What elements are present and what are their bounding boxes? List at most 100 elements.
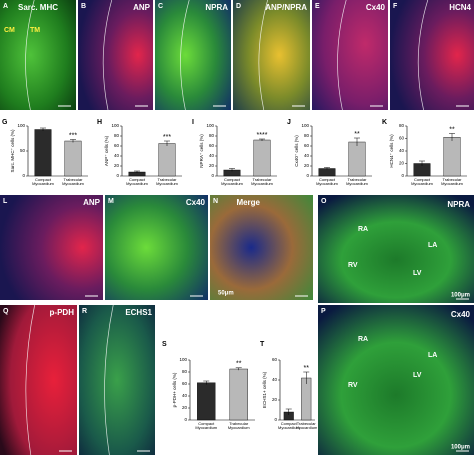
y-tick-label: 60	[182, 381, 188, 386]
error-bar	[40, 127, 46, 131]
y-tick-label: 20	[114, 163, 120, 168]
category-label-box: Trabecular Myocardium	[441, 178, 463, 187]
panel-letter: A	[3, 3, 8, 10]
y-tick-label: 100	[111, 123, 119, 128]
micrograph	[0, 305, 77, 455]
panel-label: p-PDH	[50, 308, 75, 317]
error-bar	[235, 367, 242, 371]
panel-label: RV	[348, 262, 358, 269]
y-tick-label: 100	[179, 357, 187, 362]
panel-letter: S	[162, 341, 167, 348]
category-label-box: Compact Myocardium	[126, 178, 148, 186]
panel-letter: Q	[3, 308, 9, 315]
micrograph	[105, 195, 208, 300]
significance: ***	[69, 132, 77, 139]
error-bar	[164, 140, 170, 146]
y-tick-label: 40	[304, 153, 310, 158]
significance: ****	[257, 132, 268, 139]
micrograph	[155, 0, 231, 110]
x-tick-label: Compact Myocardium	[316, 178, 338, 187]
micrograph	[210, 195, 313, 300]
significance: **	[449, 126, 455, 133]
panel-label: NPRA	[447, 200, 470, 209]
error-bar	[229, 168, 235, 172]
boundary-line	[102, 0, 113, 111]
error-bar	[203, 380, 210, 385]
panel-label: ANP	[83, 198, 101, 207]
y-tick-label: 20	[182, 405, 188, 410]
bar	[348, 141, 366, 177]
y-tick-label: 20	[209, 163, 215, 168]
bar	[253, 139, 271, 177]
category-label-box: Trabecular Myocardium	[296, 422, 318, 430]
panel-label: HCN4	[449, 3, 471, 12]
panel-letter: C	[158, 3, 163, 10]
bar	[197, 382, 216, 421]
y-tick-label: 40	[182, 393, 188, 398]
micrograph	[78, 0, 153, 110]
y-axis-label: ECHS1+ cells (%)	[262, 371, 267, 408]
panel-letter: E	[315, 3, 320, 10]
y-tick-label: 40	[114, 153, 120, 158]
y-tick-label: 0	[211, 173, 214, 178]
boundary-line	[25, 0, 35, 111]
category-label-box: Compact Myocardium	[221, 178, 243, 186]
panel-label: 100μm	[451, 293, 470, 299]
y-tick-label: 80	[304, 133, 310, 138]
bar	[318, 168, 336, 177]
boundary-line	[417, 0, 429, 111]
micrograph	[0, 0, 76, 110]
panel-letter: L	[3, 198, 8, 205]
y-tick-label: 20	[304, 163, 310, 168]
x-tick-label: Compact Myocardium	[278, 422, 300, 431]
category-label-box: Trabecular Myocardium	[227, 422, 250, 431]
panel-label: LV	[413, 372, 422, 379]
boundary-line	[180, 0, 190, 111]
boundary-line	[258, 0, 268, 111]
category-label-box: Compact Myocardium	[32, 178, 54, 186]
error-bar	[449, 133, 455, 141]
y-tick-label: 60	[399, 136, 405, 141]
micrograph	[312, 0, 388, 110]
panel-letter: H	[97, 119, 102, 126]
bar	[443, 137, 461, 177]
y-tick-label: 40	[272, 377, 278, 382]
panel-label: ANP/NPRA	[265, 3, 307, 12]
y-tick-label: 60	[272, 357, 278, 362]
y-axis-label: ANP⁺ cells (%)	[104, 135, 109, 166]
panel-label: ECHS1	[125, 308, 152, 317]
boundary-line	[25, 304, 35, 456]
panel-label: Sarc. MHC	[18, 3, 58, 12]
micrograph	[318, 195, 474, 303]
error-bar	[134, 170, 140, 173]
panel-letter: F	[393, 3, 398, 10]
panel-label: Cx40	[186, 198, 206, 207]
y-tick-label: 0	[22, 173, 25, 178]
category-label-box: Trabecular Myocardium	[156, 178, 178, 187]
panel-letter: B	[81, 3, 86, 10]
error-bar	[70, 139, 76, 143]
bar	[34, 129, 52, 177]
x-tick-label: Trabecular Myocardium	[441, 178, 463, 187]
panel-label: Cx40	[451, 310, 471, 319]
boundary-line	[104, 304, 114, 456]
panel-letter: O	[321, 198, 327, 205]
y-tick-label: 80	[182, 369, 188, 374]
panel-letter: T	[260, 341, 265, 348]
x-tick-label: Trabecular Myocardium	[251, 178, 273, 187]
y-axis-label: Cx40⁺ cells (%)	[294, 135, 299, 167]
micrograph	[79, 305, 155, 455]
y-tick-label: 80	[399, 123, 405, 128]
significance: **	[304, 365, 310, 372]
x-tick-label: Trabecular Myocardium	[156, 178, 178, 187]
y-tick-label: 100	[206, 123, 214, 128]
panel-label: CM	[4, 27, 15, 34]
panel-letter: K	[382, 119, 387, 126]
x-tick-label: Trabecular Myocardium	[227, 422, 250, 431]
micrograph	[390, 0, 474, 110]
category-label-box: Trabecular Myocardium	[62, 178, 84, 186]
y-tick-label: 0	[306, 173, 309, 178]
panel-label: TM	[30, 27, 40, 34]
y-tick-label: 60	[209, 143, 215, 148]
bar	[229, 368, 248, 421]
